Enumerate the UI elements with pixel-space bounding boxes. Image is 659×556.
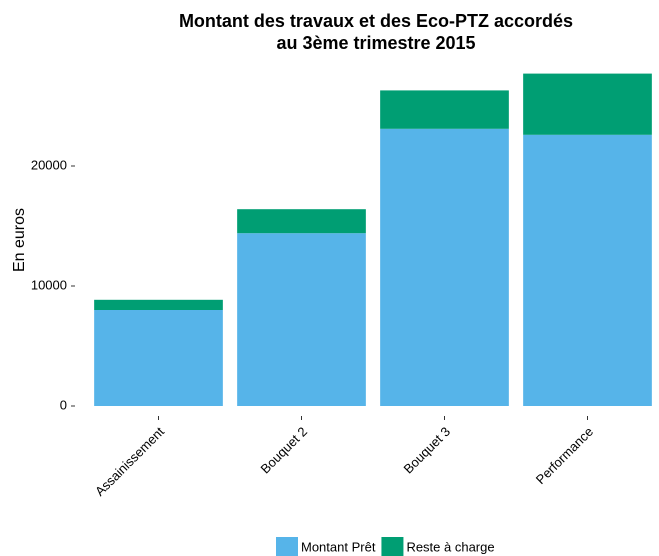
- legend-label: Montant Prêt: [301, 539, 376, 554]
- x-tick-label: Bouquet 3: [401, 424, 454, 477]
- y-tick-label: 20000: [31, 157, 67, 172]
- bar-segment: [237, 233, 366, 406]
- y-tick-label: 0: [60, 397, 67, 412]
- y-axis-label: En euros: [11, 208, 28, 272]
- legend-swatch: [381, 537, 404, 556]
- bar-segment: [523, 134, 652, 407]
- bar-segment: [380, 128, 509, 407]
- legend-swatch: [276, 537, 298, 556]
- x-tick-label: Assainissement: [92, 424, 167, 499]
- bar-segment: [380, 90, 509, 129]
- bar-segment: [94, 299, 223, 310]
- chart-title: au 3ème trimestre 2015: [276, 33, 475, 53]
- x-tick-label: Performance: [533, 424, 596, 487]
- bar-segment: [523, 73, 652, 135]
- y-tick-label: 10000: [31, 277, 67, 292]
- legend-label: Reste à charge: [406, 539, 494, 554]
- bar-segment: [237, 209, 366, 234]
- bar-segment: [94, 310, 223, 406]
- x-tick-label: Bouquet 2: [258, 424, 311, 477]
- chart-title: Montant des travaux et des Eco-PTZ accor…: [179, 11, 573, 31]
